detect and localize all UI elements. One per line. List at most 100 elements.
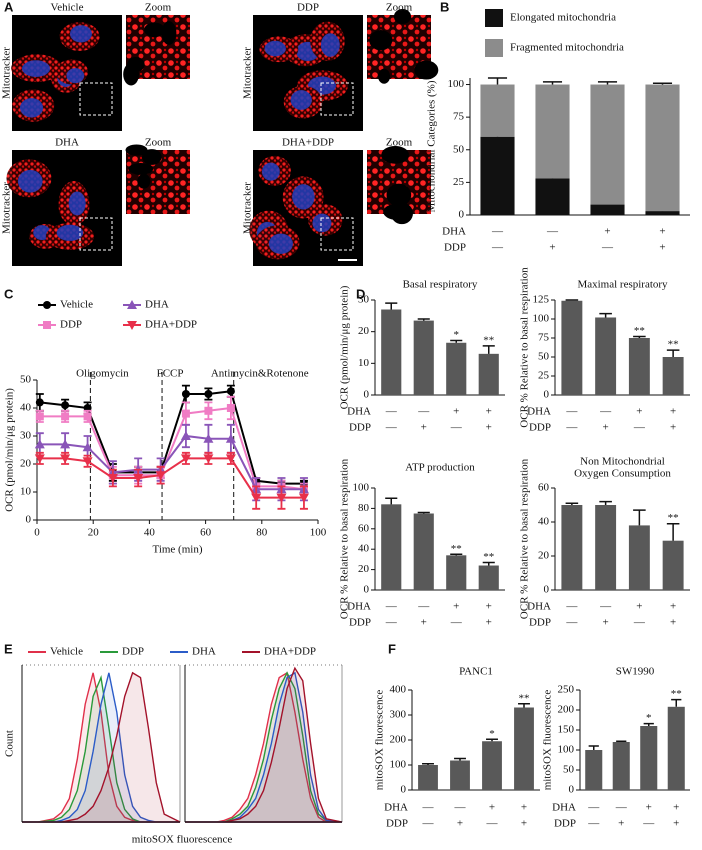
dark-gap xyxy=(390,202,413,225)
significance: * xyxy=(646,712,652,724)
y-tick-label: 30 xyxy=(20,430,32,442)
factor-value: — xyxy=(491,242,504,254)
factor-name: DHA xyxy=(384,802,408,814)
panel-letter: F xyxy=(388,641,396,656)
significance: * xyxy=(454,329,460,341)
condition-label: DHA+DDP xyxy=(282,137,334,149)
panel-letter: A xyxy=(4,0,14,14)
zoom-box xyxy=(320,82,354,116)
factor-value: + xyxy=(486,617,492,629)
zoom-label: Zoom xyxy=(386,2,413,14)
significance: ** xyxy=(483,551,494,563)
factor-value: + xyxy=(486,406,492,418)
factor-name: DDP xyxy=(554,818,576,830)
factor-value: + xyxy=(549,242,555,254)
factor-value: + xyxy=(521,818,527,830)
condition-label: DHA xyxy=(55,137,79,149)
nucleus xyxy=(320,33,340,57)
factor-value: + xyxy=(618,818,624,830)
stain-label: Mitotracker xyxy=(1,182,13,234)
factor-value: — xyxy=(633,422,646,434)
factor-name: DHA xyxy=(442,226,466,238)
zoom-box xyxy=(79,82,113,116)
chart-title: PANC1 xyxy=(459,666,493,678)
factor-value: — xyxy=(642,818,655,830)
bar xyxy=(478,565,499,590)
factor-value: + xyxy=(453,406,459,418)
factor-value: — xyxy=(422,818,435,830)
factor-value: + xyxy=(489,802,495,814)
y-tick-label: 0 xyxy=(26,514,32,526)
factor-value: — xyxy=(587,802,600,814)
error-bar xyxy=(417,511,430,514)
bar xyxy=(381,309,402,395)
marker xyxy=(127,300,137,309)
marker xyxy=(181,390,190,398)
y-axis-label: Count xyxy=(4,730,16,757)
zoom-label: Zoom xyxy=(386,137,413,149)
bar xyxy=(514,707,534,790)
factor-value: + xyxy=(486,601,492,613)
y-tick-label: 100 xyxy=(390,759,407,771)
dark-gap xyxy=(123,63,140,86)
y-axis-label: OCR % Relative to basal respiration xyxy=(519,458,531,619)
y-tick-label: 0 xyxy=(364,584,370,596)
bar xyxy=(595,505,617,590)
error-bar xyxy=(633,509,646,526)
factor-value: — xyxy=(565,617,578,629)
y-tick-label: 100 xyxy=(448,78,465,90)
marker xyxy=(60,439,71,449)
significance: ** xyxy=(483,334,494,346)
nucleus xyxy=(19,98,44,118)
legend-label: Vehicle xyxy=(50,646,83,658)
factor-value: + xyxy=(603,422,609,434)
zoom-label: Zoom xyxy=(145,137,172,149)
chart-title: Basal respiratory xyxy=(403,279,478,291)
x-tick-label: 0 xyxy=(34,527,40,539)
y-axis-label: OCR (pmol/min/μg protein) xyxy=(339,285,351,409)
factor-value: — xyxy=(599,601,612,613)
zoom-box xyxy=(320,217,354,251)
factor-value: — xyxy=(385,406,398,418)
y-tick-label: 20 xyxy=(20,458,32,470)
factor-value: + xyxy=(486,422,492,434)
dark-gap xyxy=(144,22,165,38)
y-axis-label: mitoSOX fluorescence xyxy=(542,690,554,791)
bar xyxy=(667,706,685,790)
x-axis-label: Time (min) xyxy=(152,544,202,556)
error-bar xyxy=(597,81,618,85)
panel-letter: B xyxy=(440,0,449,14)
factor-name: DHA xyxy=(347,601,371,613)
bar xyxy=(413,320,434,395)
y-tick-label: 20 xyxy=(538,550,550,562)
y-axis-label: Mitochondrial Categories (%) xyxy=(426,80,438,212)
bar xyxy=(662,540,684,590)
x-tick-label: 100 xyxy=(310,527,327,539)
panel-letter: C xyxy=(4,286,14,301)
y-tick-label: 100 xyxy=(353,482,370,494)
error-bar xyxy=(671,698,682,707)
panel-letter: D xyxy=(356,286,365,301)
nucleus xyxy=(56,224,84,241)
marker xyxy=(180,454,191,464)
error-bar xyxy=(565,502,579,505)
bar xyxy=(561,300,583,395)
y-axis-label: OCR % Relative to basal respiration xyxy=(519,267,531,428)
y-tick-label: 75 xyxy=(453,111,465,123)
series-line xyxy=(39,390,304,485)
y-tick-label: 30 xyxy=(358,294,370,306)
factor-value: — xyxy=(486,818,499,830)
nucleus xyxy=(17,169,43,193)
significance: ** xyxy=(671,688,682,700)
factor-value: + xyxy=(673,802,679,814)
marker xyxy=(226,404,235,412)
nucleus xyxy=(261,162,280,181)
bar xyxy=(381,504,402,590)
marker xyxy=(204,390,213,398)
y-tick-label: 0 xyxy=(544,389,550,401)
marker xyxy=(180,431,191,440)
factor-value: — xyxy=(615,802,628,814)
factor-name: DDP xyxy=(386,818,408,830)
stain-label: Mitotracker xyxy=(242,47,254,99)
